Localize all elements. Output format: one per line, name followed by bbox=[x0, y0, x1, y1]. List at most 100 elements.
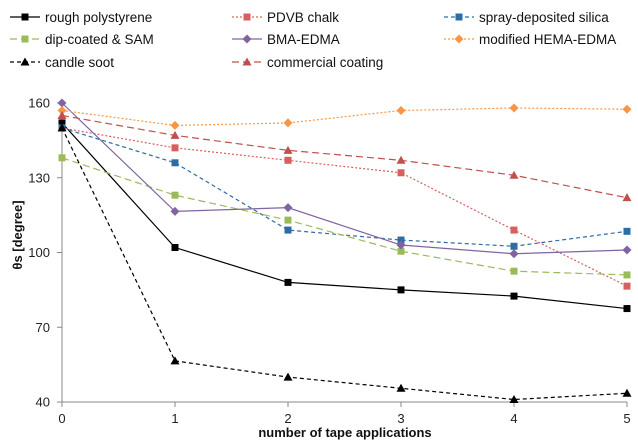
data-point bbox=[170, 356, 180, 365]
data-point bbox=[622, 388, 632, 397]
y-ticks: 40 70 100 130 160 bbox=[28, 96, 62, 410]
y-tick-label: 100 bbox=[28, 245, 50, 260]
data-point bbox=[170, 130, 180, 139]
data-point bbox=[623, 305, 631, 313]
data-point bbox=[283, 372, 293, 381]
data-point bbox=[396, 383, 406, 392]
data-point bbox=[510, 226, 518, 234]
data-point bbox=[57, 105, 67, 115]
data-point bbox=[397, 247, 405, 255]
y-axis-title: θs [degree] bbox=[10, 200, 25, 269]
legend-marker bbox=[243, 13, 251, 21]
series-line bbox=[61, 127, 628, 287]
legend-label: modified HEMA-EDMA bbox=[479, 32, 616, 47]
data-point bbox=[509, 170, 519, 179]
legend-label: spray-deposited silica bbox=[479, 10, 609, 25]
data-point bbox=[397, 286, 405, 294]
series-line bbox=[61, 127, 628, 247]
legend-item: dip-coated & SAM bbox=[10, 32, 154, 47]
data-point bbox=[58, 119, 66, 127]
x-tick-label: 2 bbox=[284, 411, 291, 426]
series-6 bbox=[57, 123, 632, 404]
data-point bbox=[510, 292, 518, 300]
data-point bbox=[171, 144, 179, 152]
data-point bbox=[171, 159, 179, 167]
legend-marker bbox=[21, 13, 29, 21]
legend-item: rough polystyrene bbox=[10, 10, 152, 25]
data-point bbox=[57, 123, 67, 132]
data-point bbox=[397, 236, 405, 244]
series-line bbox=[61, 102, 628, 255]
legend: rough polystyrene PDVB chalk spray-deposit… bbox=[10, 10, 616, 70]
data-point bbox=[57, 98, 67, 108]
series-2 bbox=[58, 124, 631, 250]
data-point bbox=[283, 118, 293, 128]
data-point bbox=[283, 145, 293, 154]
data-point bbox=[622, 245, 632, 255]
data-point bbox=[283, 203, 293, 213]
data-point bbox=[171, 191, 179, 199]
data-point bbox=[623, 282, 631, 290]
legend-item: candle soot bbox=[10, 55, 114, 70]
data-point bbox=[396, 155, 406, 164]
series-0 bbox=[58, 119, 631, 313]
data-point bbox=[622, 104, 632, 114]
legend-item: commercial coating bbox=[232, 55, 383, 70]
data-point bbox=[284, 156, 292, 164]
x-tick-label: 0 bbox=[58, 411, 65, 426]
y-tick-label: 160 bbox=[28, 96, 50, 111]
data-point bbox=[170, 206, 180, 216]
y-tick-label: 40 bbox=[36, 395, 50, 410]
y-tick-label: 130 bbox=[28, 170, 50, 185]
data-point bbox=[397, 169, 405, 177]
data-point bbox=[284, 226, 292, 234]
data-point bbox=[170, 120, 180, 130]
legend-label: BMA-EDMA bbox=[267, 32, 340, 47]
legend-marker bbox=[242, 57, 252, 66]
data-point bbox=[509, 249, 519, 259]
data-point bbox=[57, 110, 67, 119]
legend-item: PDVB chalk bbox=[232, 10, 339, 25]
legend-item: modified HEMA-EDMA bbox=[444, 32, 616, 47]
legend-item: BMA-EDMA bbox=[232, 32, 340, 47]
legend-label: rough polystyrene bbox=[45, 10, 152, 25]
legend-label: candle soot bbox=[45, 55, 114, 70]
data-point bbox=[623, 227, 631, 235]
data-point bbox=[510, 242, 518, 250]
x-tick-label: 3 bbox=[397, 411, 404, 426]
legend-item: spray-deposited silica bbox=[444, 10, 609, 25]
series-group bbox=[57, 98, 632, 404]
data-point bbox=[396, 240, 406, 250]
x-tick-label: 4 bbox=[510, 411, 517, 426]
series-1 bbox=[58, 124, 631, 290]
legend-label: PDVB chalk bbox=[267, 10, 339, 25]
data-point bbox=[509, 395, 519, 404]
data-point bbox=[171, 244, 179, 252]
legend-marker bbox=[20, 57, 30, 66]
x-tick-label: 5 bbox=[623, 411, 630, 426]
series-line bbox=[61, 122, 628, 310]
series-7 bbox=[57, 110, 632, 202]
series-5 bbox=[57, 103, 632, 130]
legend-label: commercial coating bbox=[267, 55, 383, 70]
data-point bbox=[510, 267, 518, 275]
data-point bbox=[396, 105, 406, 115]
legend-marker bbox=[21, 35, 29, 43]
legend-marker bbox=[242, 34, 252, 44]
series-3 bbox=[58, 154, 631, 279]
data-point bbox=[58, 154, 66, 162]
data-point bbox=[622, 193, 632, 202]
y-tick-label: 70 bbox=[36, 320, 50, 335]
data-point bbox=[284, 216, 292, 224]
series-line bbox=[61, 127, 628, 401]
x-axis-title: number of tape applications bbox=[258, 425, 431, 440]
x-tick-label: 1 bbox=[171, 411, 178, 426]
series-4 bbox=[57, 98, 632, 259]
data-point bbox=[509, 103, 519, 113]
data-point bbox=[284, 278, 292, 286]
legend-label: dip-coated & SAM bbox=[45, 32, 154, 47]
data-point bbox=[623, 271, 631, 279]
series-line bbox=[61, 157, 628, 276]
